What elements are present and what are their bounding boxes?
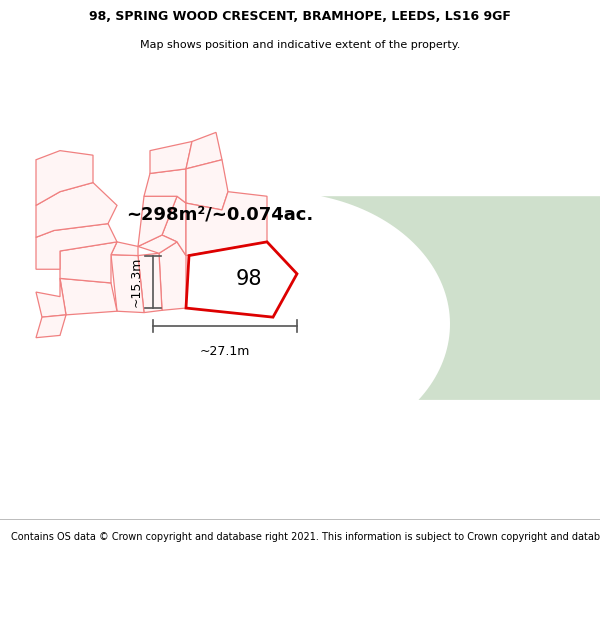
Polygon shape (36, 278, 66, 317)
Text: 98: 98 (235, 269, 262, 289)
Polygon shape (186, 160, 228, 210)
Polygon shape (36, 151, 93, 206)
Polygon shape (186, 192, 267, 256)
Text: 98, SPRING WOOD CRESCENT, BRAMHOPE, LEEDS, LS16 9GF: 98, SPRING WOOD CRESCENT, BRAMHOPE, LEED… (89, 10, 511, 23)
Polygon shape (159, 242, 186, 310)
Text: Map shows position and indicative extent of the property.: Map shows position and indicative extent… (140, 39, 460, 49)
Text: ~298m²/~0.074ac.: ~298m²/~0.074ac. (126, 206, 313, 224)
Polygon shape (138, 235, 177, 253)
Polygon shape (162, 196, 186, 256)
Polygon shape (36, 182, 117, 238)
Text: ~15.3m: ~15.3m (130, 257, 143, 307)
Polygon shape (60, 242, 117, 283)
Polygon shape (138, 196, 177, 246)
Polygon shape (186, 242, 297, 317)
Polygon shape (36, 315, 66, 338)
Polygon shape (111, 254, 144, 312)
Polygon shape (111, 242, 138, 256)
Polygon shape (36, 224, 117, 269)
Polygon shape (60, 278, 117, 315)
Polygon shape (150, 141, 192, 173)
Polygon shape (321, 196, 600, 400)
Polygon shape (186, 132, 222, 169)
Text: Contains OS data © Crown copyright and database right 2021. This information is : Contains OS data © Crown copyright and d… (11, 532, 600, 542)
Polygon shape (144, 169, 186, 203)
Text: ~27.1m: ~27.1m (200, 345, 250, 358)
Polygon shape (138, 253, 162, 312)
